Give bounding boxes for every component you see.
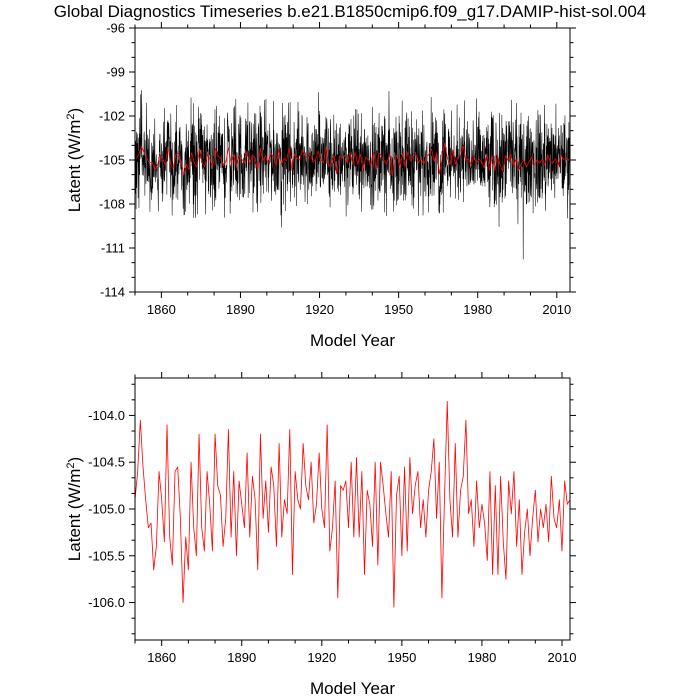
monthly-series-line (135, 89, 570, 260)
x-axis-title: Model Year (310, 679, 395, 698)
y-tick-label: -104.0 (88, 408, 125, 423)
plot-area (135, 400, 570, 608)
x-tick-label: 1980 (463, 302, 492, 317)
y-axis-title: Latent (W/m2) (65, 457, 84, 561)
y-axis-title: Latent (W/m2) (65, 108, 84, 212)
x-axis-title: Model Year (310, 331, 395, 350)
y-tick-label: -111 (101, 241, 125, 256)
x-tick-label: 1860 (147, 650, 176, 665)
y-tick-label: -105.5 (88, 548, 125, 563)
annual-series-line (135, 400, 570, 608)
x-tick-label: 1890 (227, 650, 256, 665)
y-tick-label: -99 (106, 65, 125, 80)
y-tick-label: -96 (106, 21, 125, 36)
y-tick-label: -105.0 (88, 502, 125, 517)
x-tick-label: 1920 (307, 650, 336, 665)
chart-title: Global Diagnostics Timeseries b.e21.B185… (54, 2, 646, 21)
annual-series-line (135, 142, 570, 176)
x-tick-label: 1920 (305, 302, 334, 317)
plot-area (135, 89, 570, 260)
x-tick-label: 1860 (147, 302, 176, 317)
x-tick-label: 2010 (542, 302, 571, 317)
x-tick-label: 1980 (467, 650, 496, 665)
y-tick-label: -105 (99, 153, 125, 168)
x-tick-label: 1950 (387, 650, 416, 665)
x-tick-label: 1950 (384, 302, 413, 317)
y-tick-label: -104.5 (88, 455, 125, 470)
bottom-panel: 1860 1890 1920 1950 1980 2010 -104.0 -104.5 -105… (65, 372, 576, 698)
y-tick-label: -114 (100, 285, 125, 300)
y-tick-label: -108 (99, 197, 125, 212)
x-tick-label: 2010 (548, 650, 577, 665)
top-panel: 1860 1890 1920 1950 1980 2010 -96 -99 -102 -105 -1… (65, 21, 576, 350)
x-tick-label: 1890 (226, 302, 255, 317)
y-tick-label: -106.0 (88, 595, 125, 610)
y-tick-label: -102 (99, 109, 125, 124)
